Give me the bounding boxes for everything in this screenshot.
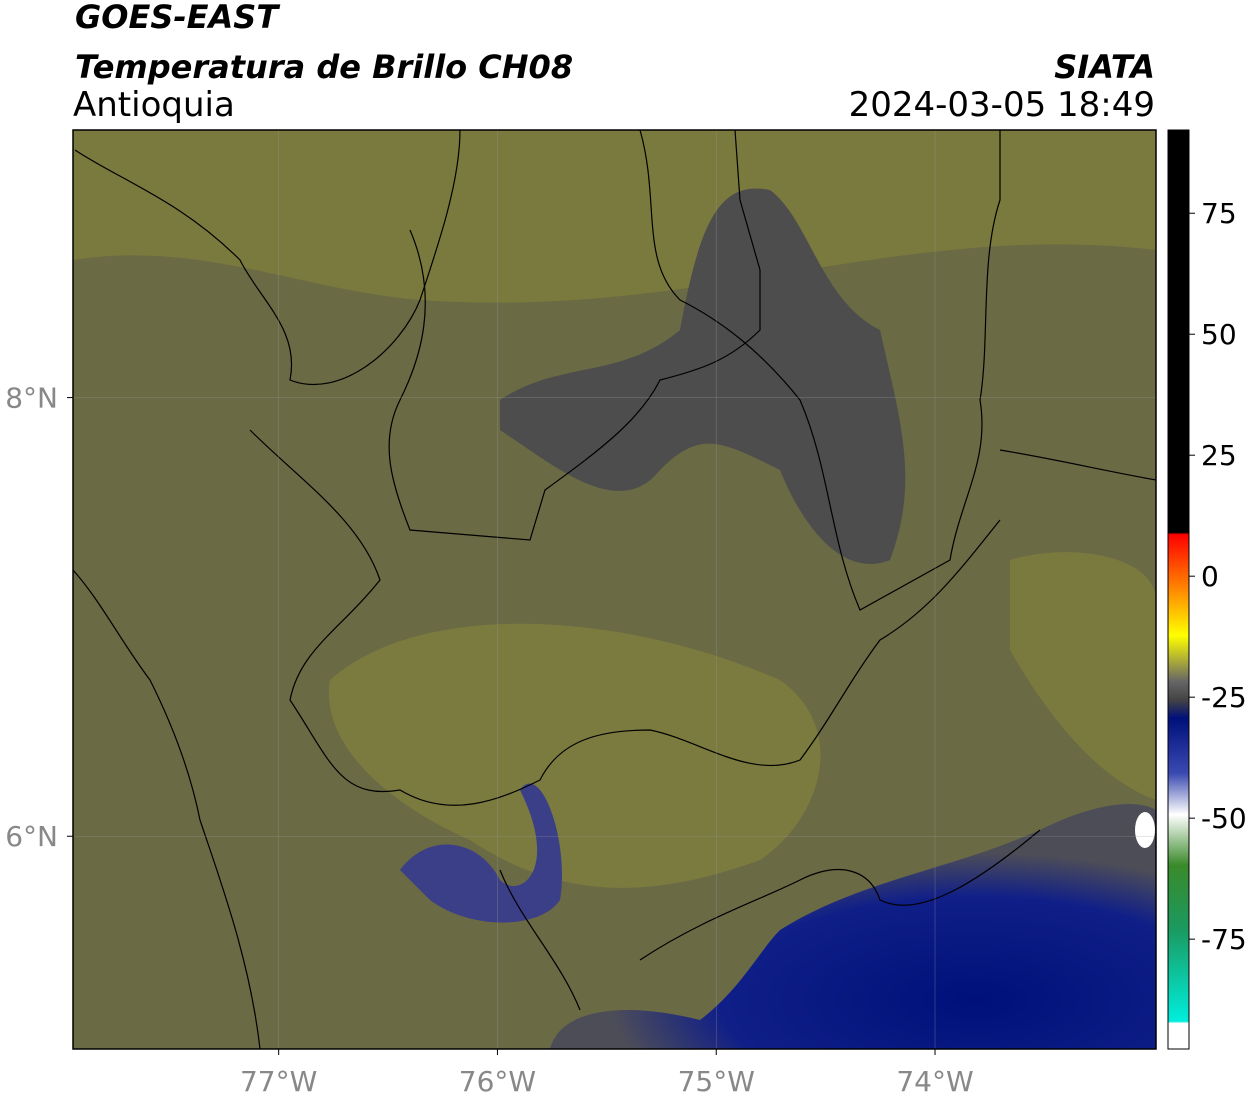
map-frame	[72, 129, 1157, 1050]
x-tick-label: 76°W	[459, 1065, 536, 1098]
y-tick-label: 6°N	[5, 820, 58, 853]
colorbar-tick-label: -50	[1201, 802, 1247, 835]
colorbar-tick-label: 50	[1201, 318, 1237, 351]
colorbar	[1167, 129, 1190, 1050]
colorbar-tick-label: -25	[1201, 681, 1247, 714]
source: SIATA	[1054, 48, 1155, 86]
map-image	[73, 130, 1156, 1049]
colorbar-tick-label: -75	[1201, 923, 1247, 956]
datetime: 2024-03-05 18:49	[849, 85, 1155, 125]
x-tick-label: 77°W	[240, 1065, 317, 1098]
colorbar-tick-label: 25	[1201, 439, 1237, 472]
x-tick-label: 74°W	[896, 1065, 973, 1098]
region: Antioquia	[73, 85, 235, 125]
title: GOES-EAST	[75, 0, 280, 36]
colorbar-tick-label: 0	[1201, 560, 1219, 593]
x-tick-label: 75°W	[678, 1065, 755, 1098]
y-tick-label: 8°N	[5, 382, 58, 415]
subtitle: Temperatura de Brillo CH08	[75, 48, 573, 86]
colorbar-tick-label: 75	[1201, 197, 1237, 230]
